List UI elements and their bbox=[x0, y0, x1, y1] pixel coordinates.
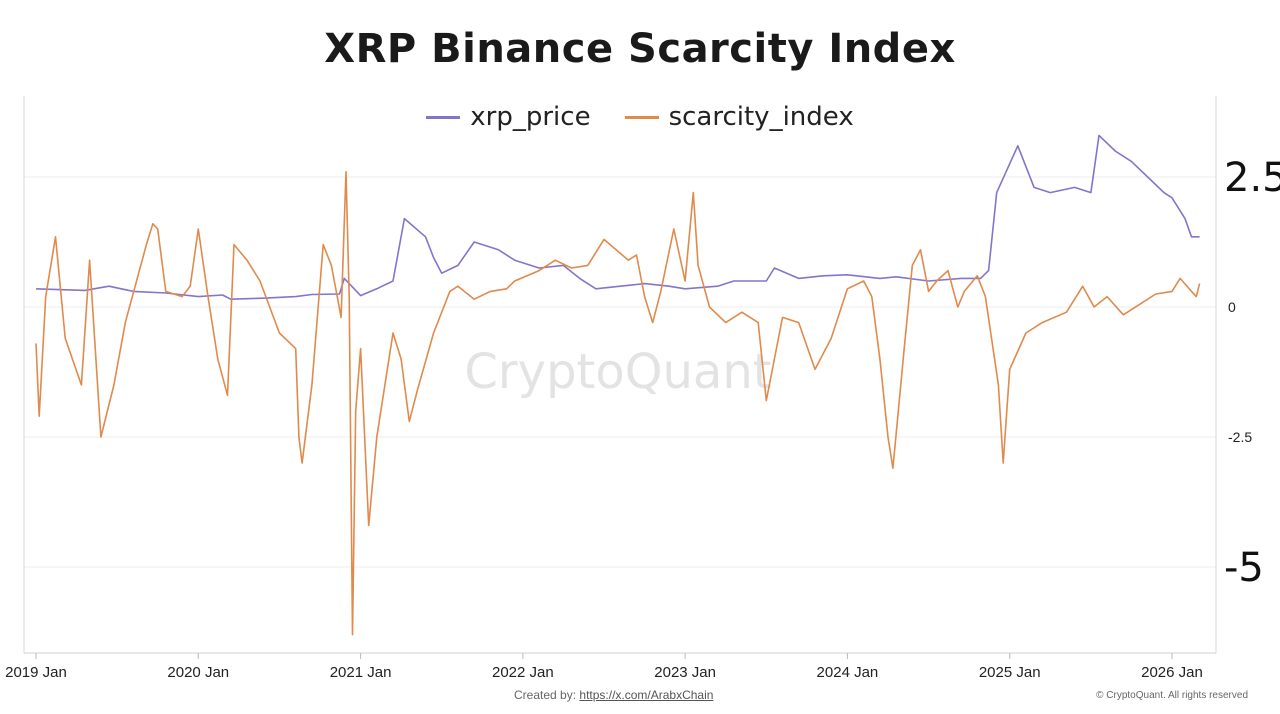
y-tick-label: 2.5 bbox=[1224, 155, 1280, 201]
legend-swatch-scarcity-index bbox=[624, 115, 659, 119]
series-lines bbox=[35, 134, 1201, 636]
legend-label-xrp-price: xrp_price bbox=[470, 102, 591, 132]
x-tick-labels: 2019 Jan 2020 Jan 2021 Jan 2022 Jan 2023 Jan… bbox=[5, 664, 1203, 681]
credit-line: Created by: https://x.com/ArabxChain bbox=[514, 688, 713, 702]
y-tick-label: -5 bbox=[1224, 545, 1264, 591]
legend-label-scarcity-index: scarcity_index bbox=[668, 102, 854, 132]
grid-lines bbox=[24, 176, 1216, 568]
chart-legend: xrp_price scarcity_index bbox=[0, 102, 1280, 132]
credit-link[interactable]: https://x.com/ArabxChain bbox=[579, 688, 714, 702]
x-tick-label: 2019 Jan bbox=[5, 664, 67, 681]
chart-title: XRP Binance Scarcity Index bbox=[324, 26, 956, 72]
x-tick-label: 2026 Jan bbox=[1141, 664, 1203, 681]
y-tick-label: 0 bbox=[1228, 299, 1236, 315]
watermark-text: CryptoQuant bbox=[464, 344, 771, 400]
x-tick-label: 2024 Jan bbox=[817, 664, 879, 681]
x-tick-label: 2025 Jan bbox=[979, 664, 1041, 681]
credit-prefix: Created by: bbox=[514, 688, 577, 702]
legend-item-scarcity-index[interactable]: scarcity_index bbox=[624, 102, 854, 132]
legend-item-xrp-price[interactable]: xrp_price bbox=[426, 102, 591, 132]
x-tick-label: 2021 Jan bbox=[330, 664, 392, 681]
x-tick-label: 2022 Jan bbox=[492, 664, 554, 681]
axes bbox=[23, 96, 1217, 659]
copyright-text: © CryptoQuant. All rights reserved bbox=[1096, 690, 1248, 701]
x-tick-label: 2020 Jan bbox=[167, 664, 229, 681]
legend-swatch-xrp-price bbox=[426, 115, 461, 119]
series-line-scarcity-index bbox=[35, 171, 1201, 636]
y-tick-labels: 2.5 0 -2.5 -5 bbox=[1224, 155, 1280, 591]
series-line-xrp-price bbox=[35, 134, 1200, 300]
y-tick-label: -2.5 bbox=[1228, 429, 1252, 445]
x-tick-label: 2023 Jan bbox=[654, 664, 716, 681]
